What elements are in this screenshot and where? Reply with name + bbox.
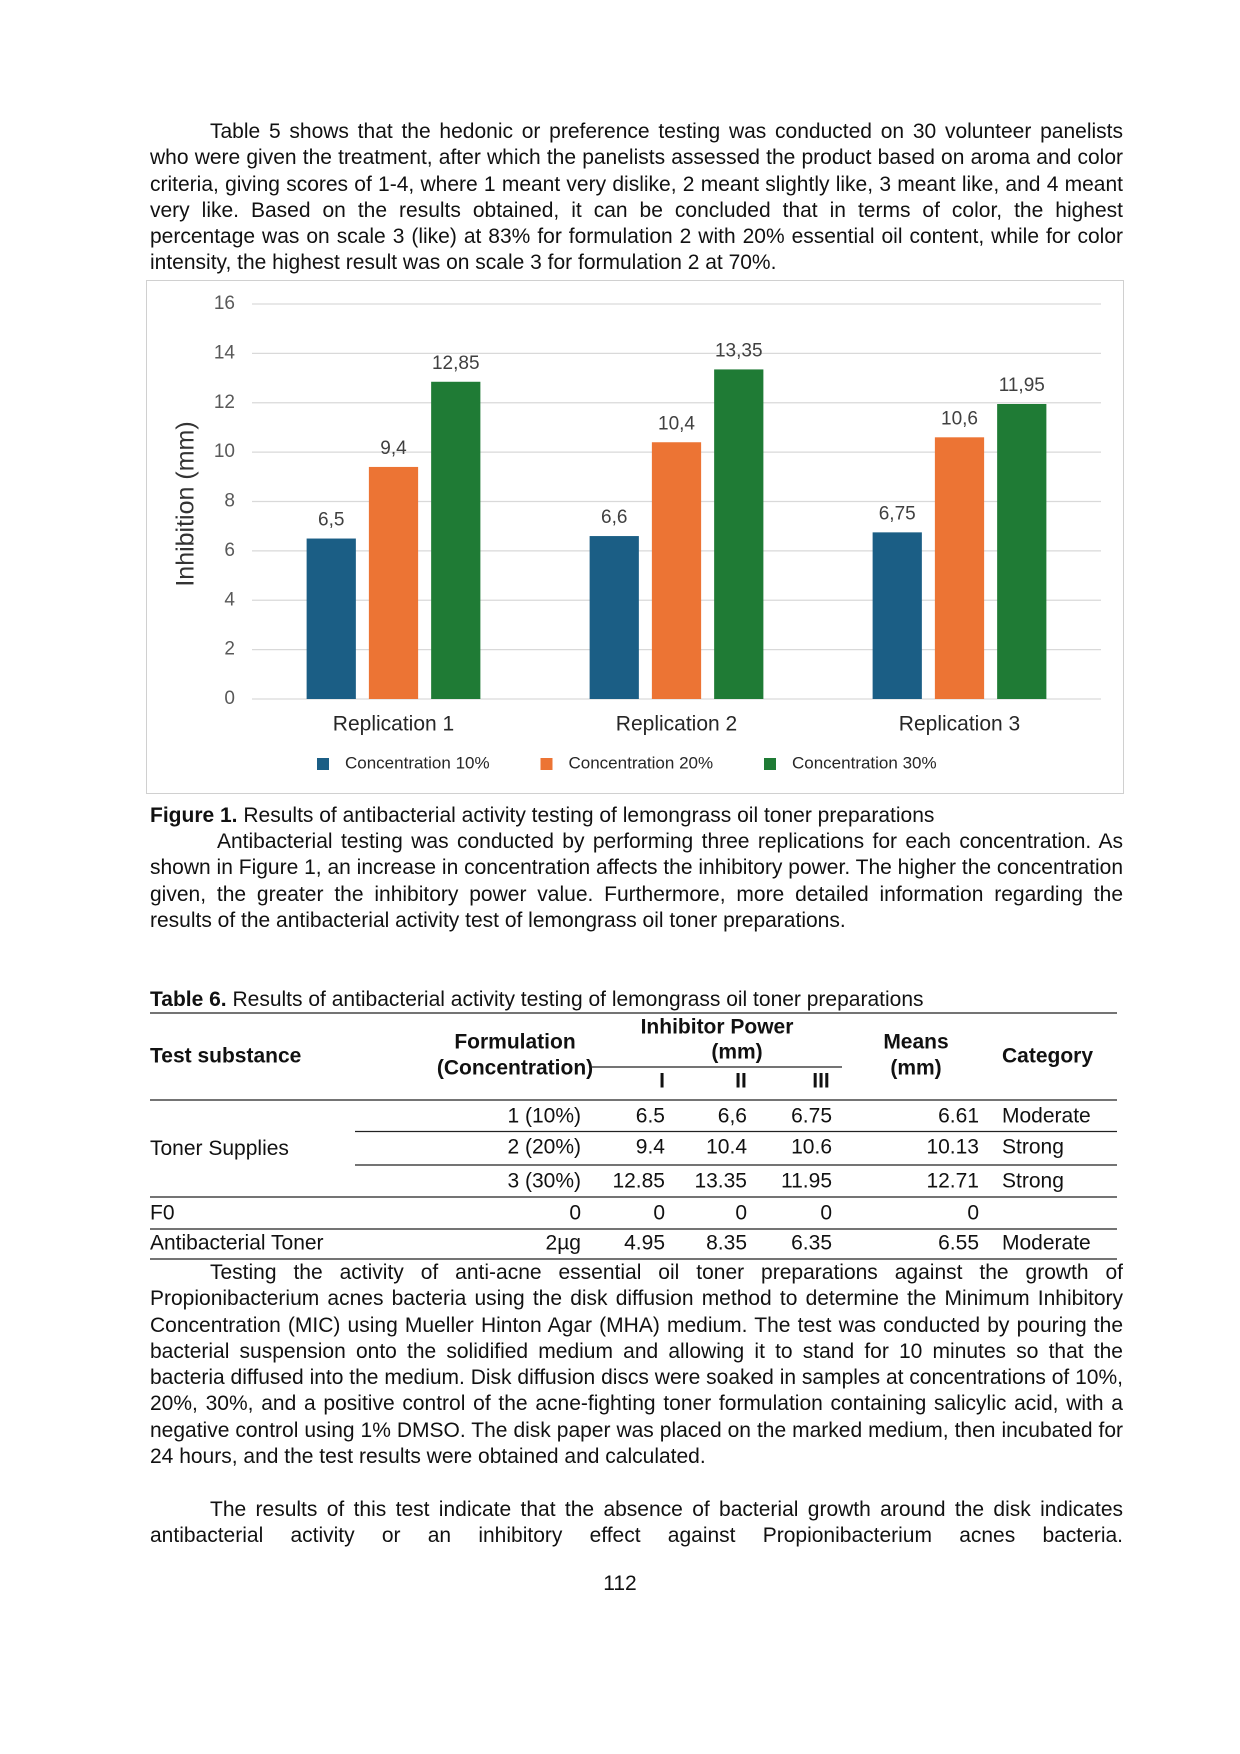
cell: 10.13 — [926, 1136, 979, 1159]
cell: 8.35 — [706, 1232, 747, 1255]
header-cell: Test substance — [150, 1045, 301, 1068]
cell: 6,6 — [718, 1105, 747, 1128]
y-tick-label: 12 — [214, 392, 235, 413]
header-cell: Means — [883, 1031, 948, 1054]
y-tick-label: 14 — [214, 342, 236, 363]
cell: 0 — [735, 1202, 747, 1225]
cell: 1 (10%) — [507, 1105, 581, 1128]
legend-swatch — [764, 758, 776, 770]
header-cell: I — [659, 1070, 665, 1093]
caption-text: Results of antibacterial activity testin… — [243, 804, 935, 827]
bar — [368, 466, 419, 699]
bar — [589, 536, 639, 699]
cell: 10.6 — [791, 1136, 832, 1159]
y-tick-label: 0 — [224, 688, 235, 709]
cell: 6.61 — [938, 1105, 979, 1128]
cell: 6.35 — [791, 1232, 832, 1255]
y-tick-label: 2 — [224, 639, 235, 660]
cell: Strong — [1002, 1136, 1064, 1159]
value-label: 10,6 — [941, 408, 978, 429]
cell: 0 — [653, 1202, 665, 1225]
cell: 11.95 — [781, 1170, 832, 1193]
cell: Moderate — [1002, 1105, 1091, 1128]
value-label: 13,35 — [715, 340, 763, 361]
header-cell: Formulation — [454, 1031, 575, 1054]
caption-label: Figure 1. — [150, 804, 238, 827]
cell: 6.55 — [938, 1232, 979, 1255]
bar — [714, 369, 764, 699]
cell: 0 — [820, 1202, 832, 1225]
cell: 6.75 — [791, 1105, 832, 1128]
cell: F0 — [150, 1202, 175, 1225]
x-tick-label: Replication 1 — [333, 713, 454, 736]
value-label: 11,95 — [999, 375, 1045, 396]
value-label: 10,4 — [658, 413, 695, 434]
x-tick-label: Replication 2 — [616, 713, 737, 736]
cell: 3 (30%) — [507, 1170, 581, 1193]
cell: 12.85 — [612, 1170, 665, 1193]
cell: Strong — [1002, 1170, 1064, 1193]
paragraph: Table 5 shows that the hedonic or prefer… — [150, 120, 1123, 275]
cell: 9.4 — [636, 1136, 666, 1159]
header-cell: Category — [1002, 1045, 1093, 1068]
bar — [651, 442, 702, 699]
paragraph: The results of this test indicate that t… — [150, 1498, 1123, 1548]
figure-caption: Figure 1. Results of antibacterial activ… — [150, 803, 1123, 829]
y-tick-label: 16 — [214, 293, 235, 314]
legend-swatch — [540, 758, 553, 770]
y-tick-label: 10 — [214, 441, 235, 462]
cell: Moderate — [1002, 1232, 1091, 1255]
header-cell: (mm) — [890, 1057, 941, 1080]
table: Test substance Formulation (Concentration)… — [150, 1012, 1117, 1260]
legend-label: Concentration 10% — [345, 753, 490, 772]
value-label: 12,85 — [432, 353, 480, 374]
y-tick-label: 8 — [224, 491, 235, 512]
header-cell: (Concentration) — [437, 1057, 593, 1080]
caption-text: Results of antibacterial activity testin… — [232, 988, 924, 1011]
header-cell: II — [735, 1070, 747, 1093]
bar — [306, 538, 356, 699]
paragraph: Testing the activity of anti-acne essent… — [150, 1261, 1123, 1469]
header-cell: Inhibitor Power — [641, 1016, 794, 1039]
cell: 0 — [569, 1202, 581, 1225]
bar — [934, 437, 985, 699]
cell: Toner Supplies — [150, 1137, 289, 1160]
bar — [872, 532, 922, 699]
bar-chart: Inhibition (mm) 0 2 4 6 8 10 12 14 16 Replication… — [146, 280, 1124, 794]
header-cell: (mm) — [711, 1041, 762, 1064]
cell: 2µg — [546, 1232, 581, 1255]
cell: 12.71 — [926, 1170, 979, 1193]
bar — [431, 381, 481, 699]
x-tick-label: Replication 3 — [899, 713, 1020, 736]
legend-swatch — [317, 758, 329, 770]
y-axis-label: Inhibition (mm) — [172, 421, 200, 586]
header-cell: III — [812, 1070, 830, 1093]
cell: 10.4 — [706, 1136, 747, 1159]
value-label: 6,75 — [879, 503, 916, 524]
cell: 13.35 — [694, 1170, 747, 1193]
legend-label: Concentration 30% — [792, 753, 937, 772]
cell: Antibacterial Toner — [150, 1232, 324, 1255]
cell: 0 — [967, 1202, 979, 1225]
y-tick-label: 6 — [224, 540, 235, 561]
cell: 4.95 — [624, 1232, 665, 1255]
cell: 2 (20%) — [507, 1136, 581, 1159]
value-label: 6,6 — [601, 507, 627, 528]
cell: 6.5 — [636, 1105, 665, 1128]
paragraph: Antibacterial testing was conducted by p… — [150, 830, 1123, 932]
page-number: 112 — [603, 1572, 637, 1595]
caption-label: Table 6. — [150, 988, 227, 1011]
legend-label: Concentration 20% — [569, 753, 714, 772]
table-caption: Table 6. Results of antibacterial activi… — [150, 987, 1123, 1013]
bar — [997, 403, 1047, 699]
y-tick-label: 4 — [224, 589, 235, 610]
value-label: 9,4 — [380, 438, 407, 459]
value-label: 6,5 — [318, 510, 344, 531]
